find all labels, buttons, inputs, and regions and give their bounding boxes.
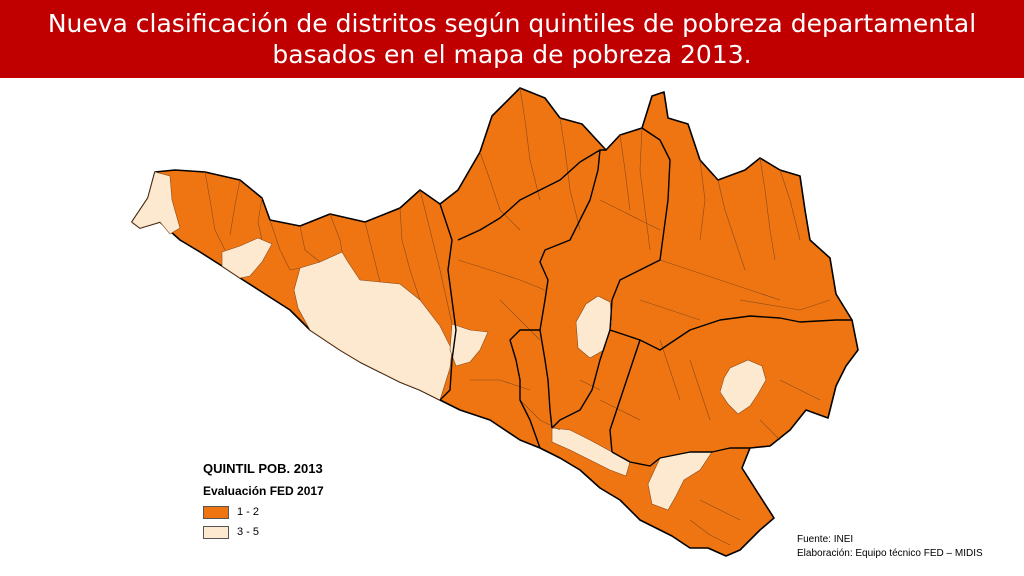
district-light-arequipa-city	[719, 359, 767, 415]
title-banner: Nueva clasificación de distritos según q…	[0, 0, 1024, 78]
legend-label-3-5: 3 - 5	[237, 526, 260, 538]
province-boundaries	[439, 127, 852, 467]
source-note: Fuente: INEI Elaboración: Equipo técnico…	[797, 533, 983, 561]
page-title-line-2: basados en el mapa de pobreza 2013.	[272, 40, 752, 69]
legend-subtitle: Evaluación FED 2017	[203, 484, 324, 498]
district-light-coast-2	[221, 237, 273, 279]
district-light-coast-3	[293, 251, 453, 401]
district-light-coast-5	[551, 427, 631, 477]
page-title-line-1: Nueva clasificación de distritos según q…	[47, 9, 977, 38]
legend-item-1-2: 1 - 2	[203, 505, 403, 519]
source-line: Fuente: INEI	[797, 534, 854, 545]
district-boundaries	[204, 87, 831, 546]
legend-label-1-2: 1 - 2	[237, 506, 260, 518]
legend-title: QUINTIL POB. 2013	[203, 461, 323, 476]
map-legend: QUINTIL POB. 2013 Evaluación FED 2017 1 …	[203, 461, 403, 539]
legend-item-3-5: 3 - 5	[203, 525, 403, 539]
legend-swatch-orange	[203, 505, 229, 519]
credit-line: Elaboración: Equipo técnico FED – MIDIS	[797, 548, 983, 559]
district-light-coast-4	[449, 323, 489, 367]
district-light-coast-1	[131, 171, 181, 235]
legend-swatch-light	[203, 525, 229, 539]
